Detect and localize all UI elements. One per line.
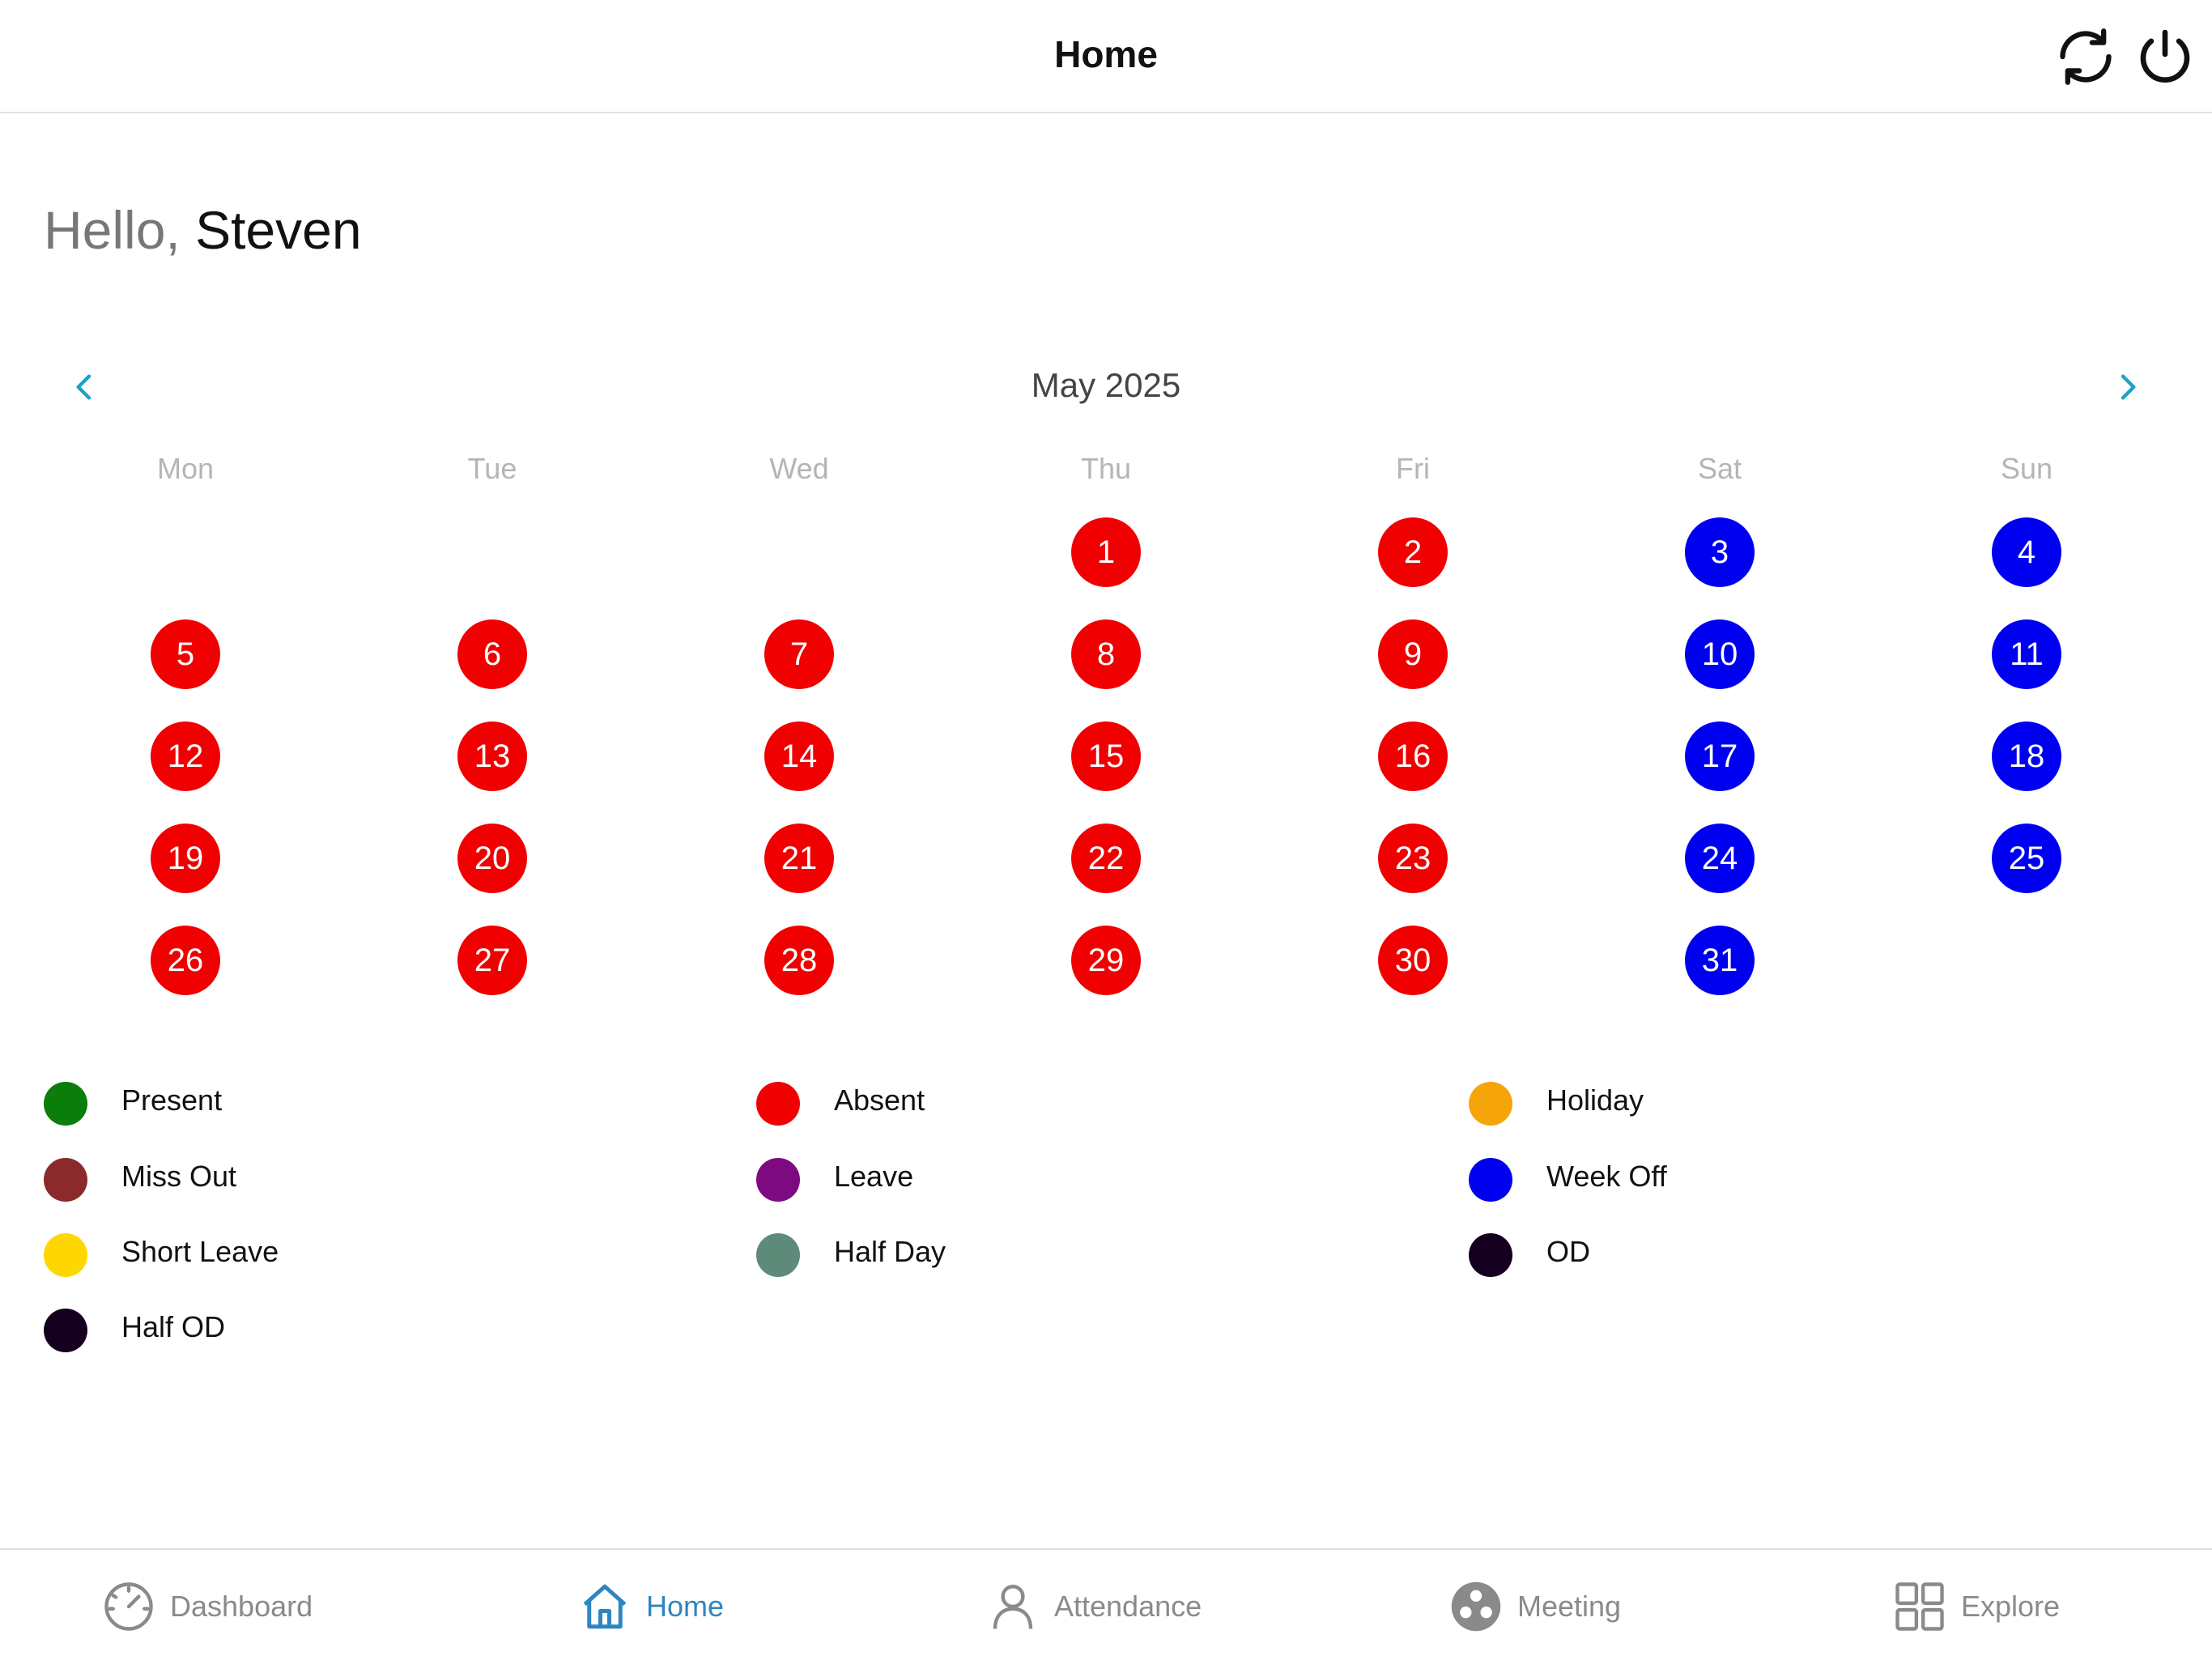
power-icon: [2140, 29, 2190, 83]
calendar-day[interactable]: 13: [457, 721, 527, 791]
page-title: Home: [1054, 33, 1158, 75]
calendar-day[interactable]: 20: [457, 824, 527, 893]
legend-dot: [44, 1158, 87, 1202]
calendar-day[interactable]: 31: [1685, 926, 1755, 995]
chevron-left-icon: [76, 374, 91, 400]
nav-item-attendance[interactable]: Attendance: [985, 1576, 1202, 1637]
legend-dot: [44, 1309, 87, 1352]
calendar-day[interactable]: 17: [1685, 721, 1755, 791]
power-button[interactable]: [2133, 24, 2197, 89]
person-icon: [985, 1578, 1041, 1635]
legend-dot: [756, 1233, 800, 1277]
nav-label: Dashboard: [170, 1590, 313, 1623]
nav-label: Home: [646, 1590, 725, 1623]
calendar-day[interactable]: 21: [764, 824, 834, 893]
nav-item-meeting[interactable]: Meeting: [1448, 1576, 1621, 1637]
calendar-day[interactable]: 23: [1378, 824, 1448, 893]
legend-dot: [756, 1158, 800, 1202]
nav-label: Attendance: [1054, 1590, 1202, 1623]
prev-month-button[interactable]: [57, 363, 113, 411]
calendar-day[interactable]: 8: [1071, 619, 1141, 689]
bottom-nav: [0, 1548, 2212, 1660]
calendar-day[interactable]: 5: [151, 619, 220, 689]
nav-label: Meeting: [1517, 1590, 1622, 1623]
chevron-right-icon: [2121, 374, 2136, 400]
calendar-day[interactable]: 7: [764, 619, 834, 689]
calendar-day[interactable]: 12: [151, 721, 220, 791]
gauge-icon: [100, 1578, 157, 1635]
legend-label: Half Day: [834, 1235, 946, 1268]
legend-label: OD: [1546, 1235, 1590, 1268]
legend-label: Half OD: [121, 1310, 226, 1343]
legend-dot: [44, 1233, 87, 1277]
calendar-day[interactable]: 14: [764, 721, 834, 791]
nav-item-home[interactable]: Home: [576, 1576, 724, 1637]
next-month-button[interactable]: [2099, 363, 2155, 411]
calendar-day[interactable]: 9: [1378, 619, 1448, 689]
legend-dot: [44, 1082, 87, 1126]
month-label: May 2025: [1031, 366, 1181, 404]
legend-dot: [756, 1082, 800, 1126]
calendar-day[interactable]: 27: [457, 926, 527, 995]
legend-label: Holiday: [1546, 1083, 1644, 1117]
legend-label: Present: [121, 1083, 223, 1117]
calendar-day[interactable]: 22: [1071, 824, 1141, 893]
legend-dot: [1469, 1233, 1512, 1277]
calendar-day[interactable]: 18: [1992, 721, 2061, 791]
calendar-day[interactable]: 15: [1071, 721, 1141, 791]
weekday-label: Fri: [1396, 452, 1430, 485]
greeting-hello: Hello,: [44, 200, 196, 260]
greeting: Hello, Steven: [44, 199, 362, 261]
weekday-label: Sat: [1697, 452, 1742, 485]
calendar-day[interactable]: 30: [1378, 926, 1448, 995]
nav-label: Explore: [1961, 1590, 2061, 1623]
calendar-day[interactable]: 3: [1685, 517, 1755, 587]
meeting-icon: [1448, 1578, 1504, 1635]
legend-label: Short Leave: [121, 1235, 279, 1268]
calendar-day[interactable]: 10: [1685, 619, 1755, 689]
weekday-label: Mon: [156, 452, 215, 485]
legend-label: Leave: [834, 1160, 914, 1193]
calendar-day[interactable]: 28: [764, 926, 834, 995]
refresh-icon: [2060, 28, 2112, 85]
nav-item-explore[interactable]: Explore: [1891, 1576, 2060, 1637]
weekday-label: Wed: [769, 452, 829, 485]
nav-item-dashboard[interactable]: Dashboard: [100, 1576, 313, 1637]
legend-label: Miss Out: [121, 1160, 237, 1193]
calendar-day[interactable]: 2: [1378, 517, 1448, 587]
legend-label: Week Off: [1546, 1160, 1667, 1193]
user-name: Steven: [195, 200, 362, 260]
calendar-day[interactable]: 16: [1378, 721, 1448, 791]
grid-icon: [1891, 1578, 1948, 1635]
legend-dot: [1469, 1082, 1512, 1126]
weekday-label: Thu: [1080, 452, 1132, 485]
legend-label: Absent: [834, 1083, 925, 1117]
calendar-day[interactable]: 11: [1992, 619, 2061, 689]
calendar-day[interactable]: 19: [151, 824, 220, 893]
calendar-day[interactable]: 26: [151, 926, 220, 995]
calendar-day[interactable]: 4: [1992, 517, 2061, 587]
calendar-day[interactable]: 29: [1071, 926, 1141, 995]
home-icon: [576, 1578, 633, 1635]
legend-dot: [1469, 1158, 1512, 1202]
calendar-day[interactable]: 25: [1992, 824, 2061, 893]
calendar-day[interactable]: 1: [1071, 517, 1141, 587]
calendar-day[interactable]: 24: [1685, 824, 1755, 893]
weekday-label: Tue: [467, 452, 517, 485]
weekday-label: Sun: [2000, 452, 2053, 485]
refresh-button[interactable]: [2053, 24, 2118, 89]
top-bar: [0, 0, 2212, 113]
calendar-day[interactable]: 6: [457, 619, 527, 689]
